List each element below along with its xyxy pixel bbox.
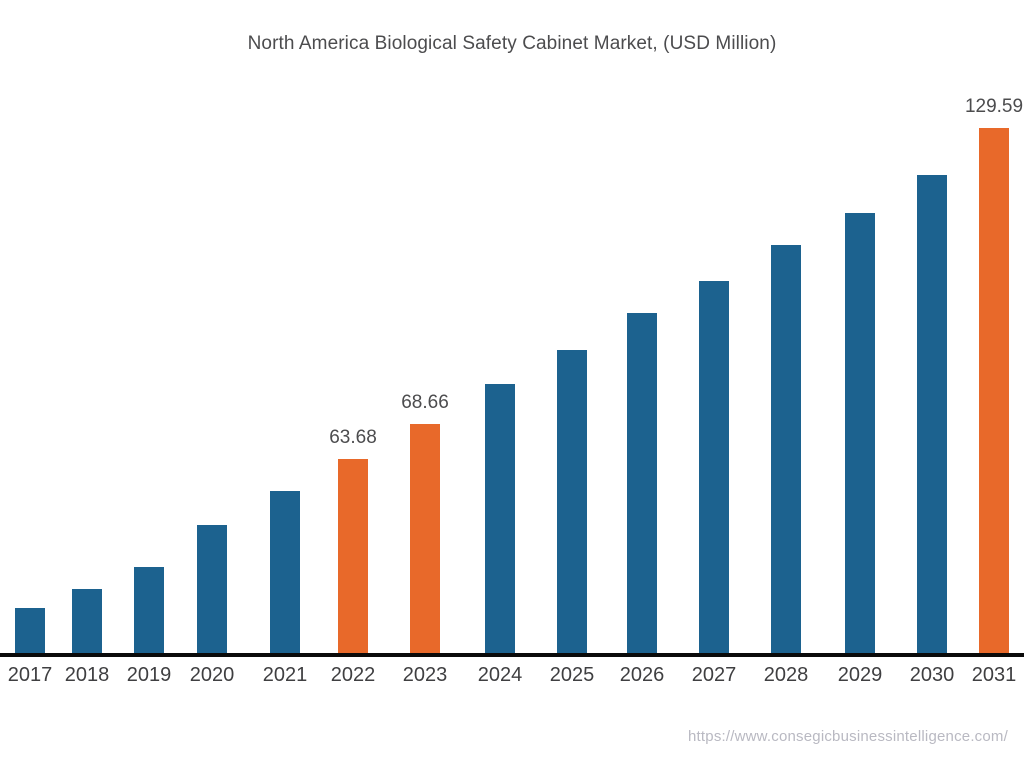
bar-2022	[338, 459, 368, 654]
x-tick-label-2031: 2031	[971, 664, 1017, 686]
x-tick-label-2025: 2025	[549, 664, 595, 686]
bar-2021	[270, 491, 300, 654]
bar-2030	[917, 175, 947, 654]
bar-2028	[771, 245, 801, 654]
bar-2027	[699, 281, 729, 654]
source-url-text: https://www.consegicbusinessintelligence…	[688, 728, 1008, 745]
bar-2029	[845, 213, 875, 654]
bar-2024	[485, 384, 515, 654]
x-tick-label-2020: 2020	[189, 664, 235, 686]
bar-2023	[410, 424, 440, 654]
x-axis-tick-labels: 2017 2018 2019 2020 2021 2022 2023 2024 2025 2026…	[0, 664, 1024, 694]
x-tick-label-2024: 2024	[477, 664, 523, 686]
bar-2019	[134, 567, 164, 654]
bar-value-label-2022: 63.68	[329, 427, 377, 448]
bar-2020	[197, 525, 227, 654]
x-axis-line	[0, 653, 1024, 657]
x-tick-label-2026: 2026	[619, 664, 665, 686]
x-tick-label-2023: 2023	[402, 664, 448, 686]
bar-2017	[15, 608, 45, 654]
bar-value-label-2031: 129.59	[964, 96, 1024, 117]
bar-2025	[557, 350, 587, 654]
bar-value-label-2023: 68.66	[401, 392, 449, 413]
bar-2026	[627, 313, 657, 654]
bar-2031	[979, 128, 1009, 654]
x-tick-label-2027: 2027	[691, 664, 737, 686]
x-tick-label-2018: 2018	[64, 664, 110, 686]
bar-2018	[72, 589, 102, 654]
x-tick-label-2017: 2017	[7, 664, 53, 686]
plot-area: 63.68 68.66 129.59	[15, 96, 1024, 654]
x-tick-label-2022: 2022	[330, 664, 376, 686]
chart-title: North America Biological Safety Cabinet …	[247, 33, 777, 54]
x-tick-label-2030: 2030	[909, 664, 955, 686]
x-tick-label-2021: 2021	[262, 664, 308, 686]
x-tick-label-2028: 2028	[763, 664, 809, 686]
x-tick-label-2019: 2019	[126, 664, 172, 686]
x-tick-label-2029: 2029	[837, 664, 883, 686]
